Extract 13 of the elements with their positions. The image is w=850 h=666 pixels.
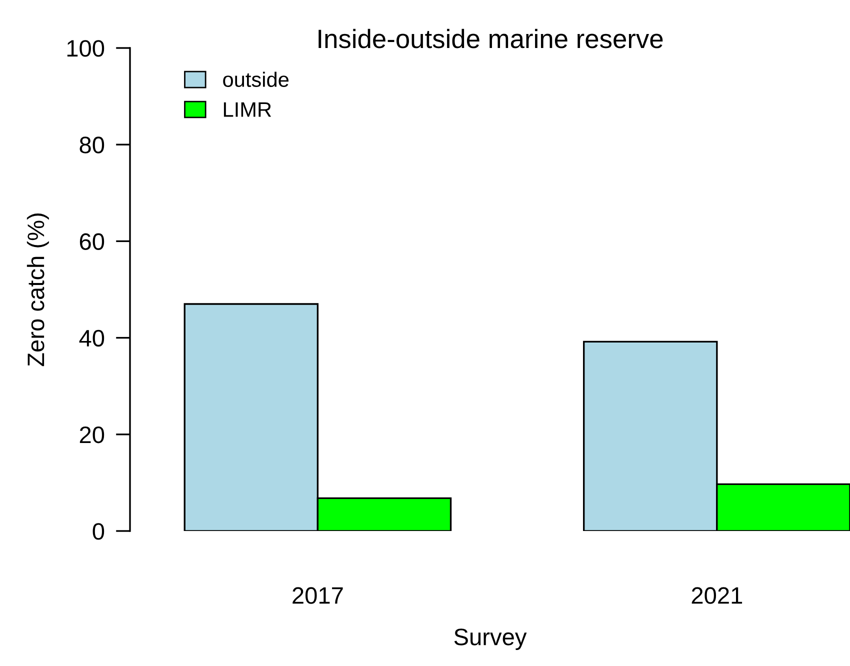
x-axis-title: Survey — [454, 628, 527, 650]
chart-title: Inside-outside marine reserve — [318, 28, 663, 48]
y-tick-label: 40 — [79, 330, 104, 347]
x-tick-label: 2021 — [692, 587, 742, 604]
y-axis-title: Zero catch (%) — [26, 214, 49, 366]
y-tick-label: 0 — [92, 523, 104, 540]
y-tick-label: 80 — [80, 136, 104, 154]
y-tick-label: 60 — [80, 233, 104, 250]
x-tick-label: 2017 — [292, 587, 343, 604]
legend-label: LIMR — [224, 102, 272, 117]
y-tick-label: 100 — [67, 40, 104, 57]
y-tick-label: 20 — [80, 426, 104, 444]
legend-label: outside — [223, 72, 289, 87]
